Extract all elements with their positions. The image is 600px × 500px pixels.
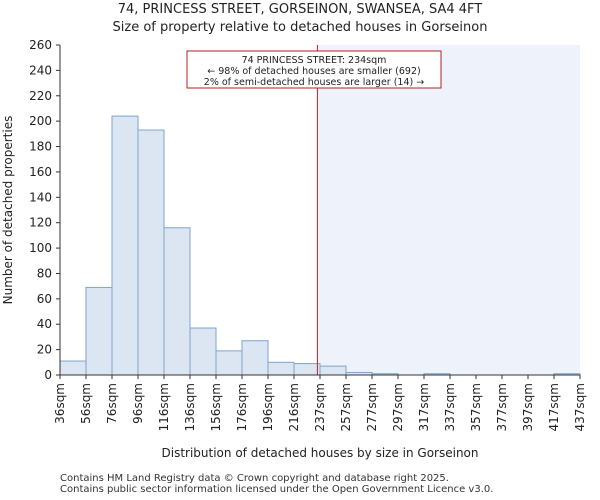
x-tick-label: 397sqm bbox=[521, 383, 535, 431]
y-axis: 0 20 40 60 80 100 120 140 160 180 200 220 240 260 bbox=[29, 38, 61, 382]
y-tick-label: 60 bbox=[37, 292, 52, 306]
y-tick-label: 200 bbox=[29, 114, 52, 128]
x-tick-label: 96sqm bbox=[131, 383, 145, 424]
x-tick-label: 357sqm bbox=[469, 383, 483, 431]
x-tick-label: 317sqm bbox=[417, 383, 431, 431]
bar-196sqm bbox=[267, 361, 295, 376]
bars-group bbox=[59, 115, 581, 376]
annotation-line-2: ← 98% of detached houses are smaller (69… bbox=[207, 66, 420, 77]
bar-116sqm bbox=[163, 227, 191, 376]
bar-56sqm bbox=[85, 286, 113, 376]
annotation-line-1: 74 PRINCESS STREET: 234sqm bbox=[242, 55, 387, 66]
y-tick-label: 100 bbox=[29, 241, 52, 255]
x-tick-label: 36sqm bbox=[53, 383, 67, 424]
x-tick-label: 377sqm bbox=[495, 383, 509, 431]
footer-copyright: Contains HM Land Registry data © Crown c… bbox=[60, 473, 449, 484]
y-tick-label: 120 bbox=[29, 216, 52, 230]
bar-216sqm bbox=[293, 363, 321, 376]
chart-title: 74, PRINCESS STREET, GORSEINON, SWANSEA,… bbox=[117, 2, 483, 17]
y-axis-label: Number of detached properties bbox=[1, 116, 15, 305]
x-tick-label: 277sqm bbox=[365, 383, 379, 431]
y-tick-label: 140 bbox=[29, 190, 52, 204]
bar-237sqm bbox=[319, 365, 347, 376]
x-tick-label: 257sqm bbox=[339, 383, 353, 431]
annotation-box: 74 PRINCESS STREET: 234sqm ← 98% of deta… bbox=[186, 50, 442, 89]
x-tick-label: 136sqm bbox=[183, 383, 197, 431]
x-tick-label: 176sqm bbox=[235, 383, 249, 431]
x-tick-label: 116sqm bbox=[157, 383, 171, 431]
y-tick-label: 40 bbox=[37, 317, 52, 331]
bar-96sqm bbox=[137, 129, 165, 376]
x-tick-label: 156sqm bbox=[209, 383, 223, 431]
bar-176sqm bbox=[241, 340, 269, 376]
x-tick-label: 437sqm bbox=[573, 383, 587, 431]
x-tick-label: 337sqm bbox=[443, 383, 457, 431]
x-tick-label: 76sqm bbox=[105, 383, 119, 424]
bar-156sqm bbox=[215, 350, 243, 376]
x-axis-label: Distribution of detached houses by size … bbox=[162, 446, 479, 460]
x-tick-label: 56sqm bbox=[79, 383, 93, 424]
x-tick-label: 216sqm bbox=[287, 383, 301, 431]
histogram-chart: 74 PRINCESS STREET: 234sqm ← 98% of deta… bbox=[1, 38, 587, 460]
x-axis: 36sqm 56sqm 76sqm 96sqm 116sqm 136sqm 156sqm 17… bbox=[53, 374, 587, 431]
footer-licence: Contains public sector information licen… bbox=[60, 484, 494, 495]
bar-36sqm bbox=[59, 360, 87, 376]
larger-properties-region bbox=[317, 45, 580, 375]
chart-subtitle: Size of property relative to detached ho… bbox=[112, 20, 488, 35]
y-tick-label: 0 bbox=[44, 368, 52, 382]
x-tick-label: 297sqm bbox=[391, 383, 405, 431]
annotation-border bbox=[186, 50, 442, 89]
y-tick-label: 260 bbox=[29, 38, 52, 52]
annotation-line-3: 2% of semi-detached houses are larger (1… bbox=[204, 77, 424, 88]
x-tick-label: 196sqm bbox=[261, 383, 275, 431]
y-tick-label: 20 bbox=[37, 343, 52, 357]
bar-76sqm bbox=[111, 115, 139, 376]
y-tick-label: 220 bbox=[29, 89, 52, 103]
x-tick-label: 417sqm bbox=[547, 383, 561, 431]
y-tick-label: 240 bbox=[29, 63, 52, 77]
y-tick-label: 80 bbox=[37, 266, 52, 280]
y-tick-label: 180 bbox=[29, 140, 52, 154]
y-tick-label: 160 bbox=[29, 165, 52, 179]
bar-136sqm bbox=[189, 327, 217, 376]
x-tick-label: 237sqm bbox=[313, 383, 327, 431]
